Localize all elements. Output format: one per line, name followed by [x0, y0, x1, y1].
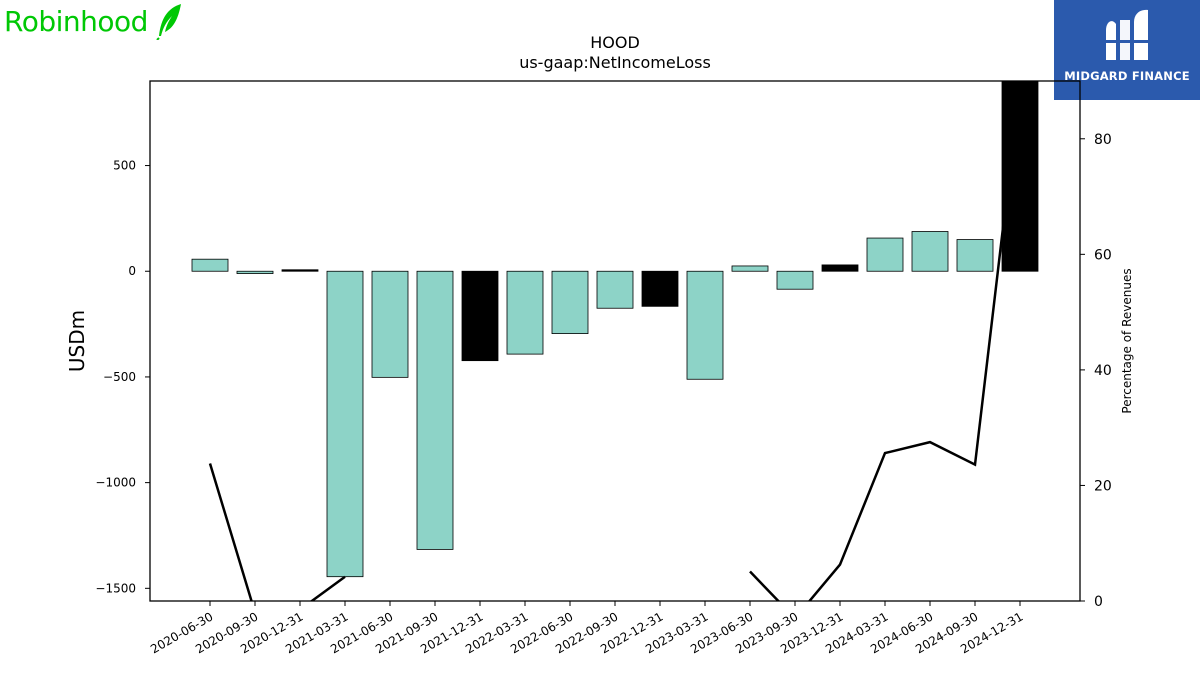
chart-subtitle: us-gaap:NetIncomeLoss — [519, 53, 711, 72]
bar-2022-06-30 — [551, 270, 589, 335]
y-tick-label: 0 — [128, 264, 136, 278]
y-tick-label: −1000 — [95, 476, 136, 490]
bar-2024-03-31 — [866, 237, 904, 272]
y-tick-label: 500 — [113, 159, 136, 173]
y-tick-label: −1500 — [95, 581, 136, 595]
midgard-finance-name: MIDGARD FINANCE — [1064, 69, 1190, 83]
bar-2023-09-30 — [776, 270, 814, 290]
plot-frame — [149, 80, 1081, 602]
bar-2021-12-31 — [461, 270, 499, 362]
bar-2020-12-31 — [281, 269, 319, 272]
y2-tick-label: 80 — [1094, 132, 1112, 148]
pct-revenue-line — [749, 83, 1022, 601]
bar-2021-03-31 — [326, 270, 364, 578]
feather-icon — [156, 4, 181, 40]
chart-title: HOOD — [590, 33, 640, 52]
y2-tick-label: 60 — [1094, 247, 1112, 263]
bar-2021-09-30 — [416, 270, 454, 550]
bar-2023-12-31 — [821, 264, 859, 272]
bar-2024-12-31 — [1001, 81, 1039, 272]
bar-2021-06-30 — [371, 270, 409, 378]
y-tick-label: −500 — [103, 370, 136, 384]
bar-2020-06-30 — [191, 258, 229, 272]
bar-2024-06-30 — [911, 231, 949, 272]
bar-2024-09-30 — [956, 239, 994, 272]
bar-2022-09-30 — [596, 270, 634, 309]
y2-tick-label: 20 — [1094, 478, 1112, 494]
bar-2023-03-31 — [686, 270, 724, 380]
y2-axis-label: Percentage of Revenues — [1120, 268, 1134, 413]
y2-tick-label: 40 — [1094, 363, 1112, 379]
bar-2022-12-31 — [641, 270, 679, 307]
bar-2023-06-30 — [731, 265, 769, 272]
brand-logo: Robinhood — [4, 2, 184, 40]
bar-2022-03-31 — [506, 270, 544, 355]
y2-tick-label: 0 — [1094, 594, 1103, 610]
y-axis-label: USDm — [65, 310, 89, 372]
midgard-logo-icon — [1104, 9, 1150, 61]
bar-2020-09-30 — [236, 270, 274, 274]
brand-name: Robinhood — [4, 4, 148, 38]
midgard-finance-watermark: MIDGARD FINANCE — [1054, 0, 1200, 100]
pct-revenue-line — [208, 463, 346, 601]
